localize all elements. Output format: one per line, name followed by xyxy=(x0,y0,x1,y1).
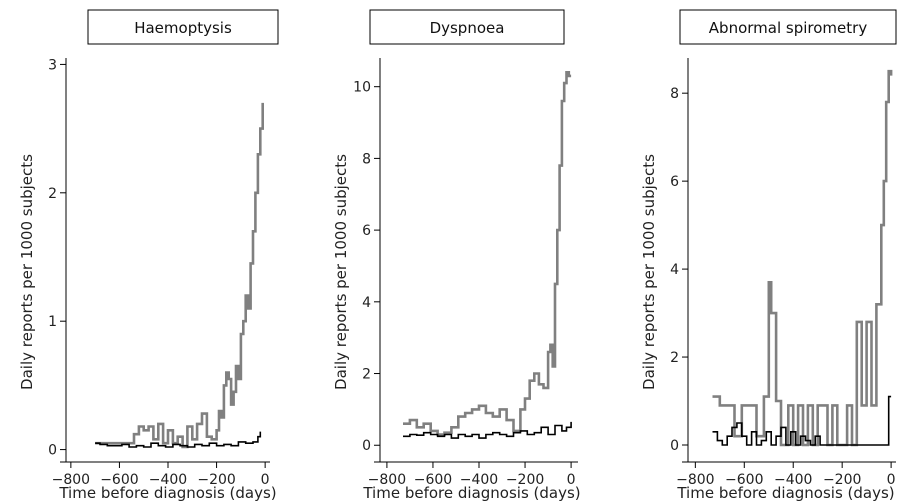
y-tick-label: 4 xyxy=(362,295,371,311)
series-line-controls xyxy=(712,395,892,446)
y-tick-label: 4 xyxy=(670,262,679,278)
panel-title-box xyxy=(369,9,565,45)
panel-title: Dyspnoea xyxy=(430,19,505,37)
x-tick-label: −600 xyxy=(725,472,763,488)
x-tick-label: −800 xyxy=(368,472,406,488)
panel-title: Haemoptysis xyxy=(134,19,232,37)
y-tick-label: 6 xyxy=(670,174,679,190)
x-tick-label: −800 xyxy=(52,472,90,488)
series-line-cases xyxy=(712,69,893,447)
y-tick-label: 0 xyxy=(48,443,57,459)
series-line-controls xyxy=(403,421,572,439)
y-tick-label: 8 xyxy=(670,86,679,102)
panel-abnormal-spirometry: Abnormal spirometry Daily reports per 10… xyxy=(640,9,897,502)
x-tick-label: −400 xyxy=(460,472,498,488)
x-tick-label: −400 xyxy=(774,472,812,488)
y-tick-label: 0 xyxy=(362,438,371,454)
series-line-cases xyxy=(95,102,264,449)
panel-haemoptysis: Haemoptysis Daily reports per 1000 subje… xyxy=(18,9,279,502)
series-line-controls xyxy=(95,431,262,448)
x-tick-label: −200 xyxy=(823,472,861,488)
y-tick-label: 2 xyxy=(670,350,679,366)
y-tick-label: 2 xyxy=(48,186,57,202)
y-tick-label: 6 xyxy=(362,223,371,239)
y-tick-label: 0 xyxy=(670,438,679,454)
plot-area: 0 1 2 3 −800 −600 −400 −200 0 xyxy=(48,57,270,488)
x-tick-label: −600 xyxy=(414,472,452,488)
x-axis-label: Time before diagnosis (days) xyxy=(58,484,276,502)
x-tick-label: 0 xyxy=(887,472,896,488)
y-tick-label: 8 xyxy=(362,151,371,167)
y-axis-label: Daily reports per 1000 subjects xyxy=(640,154,658,390)
y-axis-label: Daily reports per 1000 subjects xyxy=(18,154,36,390)
panel-dyspnoea: Dyspnoea Daily reports per 1000 subjects… xyxy=(332,9,581,502)
x-tick-label: −800 xyxy=(676,472,714,488)
panel-title-box xyxy=(679,9,897,45)
x-tick-label: −200 xyxy=(197,472,235,488)
y-tick-label: 3 xyxy=(48,57,57,73)
plot-area: 0 2 4 6 8 10 −800 −600 −400 −200 0 xyxy=(353,58,578,488)
plot-area: 0 2 4 6 8 −800 −600 −400 −200 0 xyxy=(670,58,896,488)
panel-title-box xyxy=(87,9,279,45)
x-tick-label: −400 xyxy=(149,472,187,488)
x-tick-label: 0 xyxy=(261,472,270,488)
x-axis-label: Time before diagnosis (days) xyxy=(676,484,894,502)
x-axis-label: Time before diagnosis (days) xyxy=(362,484,580,502)
x-tick-label: −600 xyxy=(100,472,138,488)
y-tick-label: 10 xyxy=(353,80,371,96)
x-tick-label: −200 xyxy=(506,472,544,488)
x-tick-label: 0 xyxy=(567,472,576,488)
y-tick-label: 1 xyxy=(48,314,57,330)
panel-title: Abnormal spirometry xyxy=(709,19,868,37)
series-line-cases xyxy=(403,71,572,436)
y-axis-label: Daily reports per 1000 subjects xyxy=(332,154,350,390)
y-tick-label: 2 xyxy=(362,367,371,383)
